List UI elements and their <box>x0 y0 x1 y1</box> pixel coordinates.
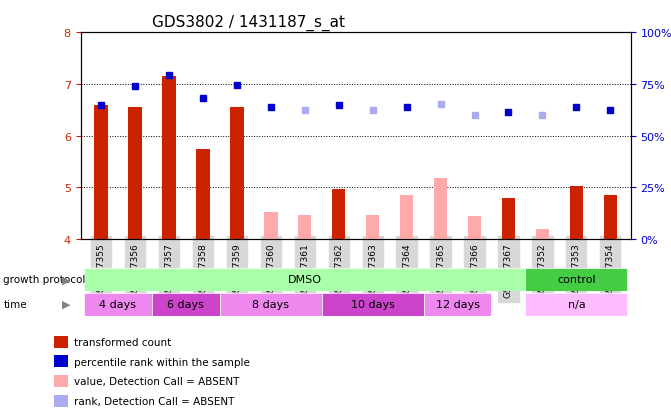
Bar <box>468 216 481 240</box>
FancyBboxPatch shape <box>220 293 321 316</box>
Bar <box>128 108 142 240</box>
Text: control: control <box>557 275 596 285</box>
Bar <box>94 105 107 240</box>
Text: DMSO: DMSO <box>288 275 321 285</box>
Text: n/a: n/a <box>568 299 585 310</box>
Bar <box>162 77 176 240</box>
Bar <box>196 149 209 240</box>
Bar <box>570 187 583 240</box>
Text: GDS3802 / 1431187_s_at: GDS3802 / 1431187_s_at <box>152 14 345 31</box>
FancyBboxPatch shape <box>423 293 491 316</box>
Text: growth protocol: growth protocol <box>3 275 86 285</box>
Bar <box>535 229 550 240</box>
FancyBboxPatch shape <box>321 293 423 316</box>
Text: percentile rank within the sample: percentile rank within the sample <box>74 357 250 367</box>
Text: 8 days: 8 days <box>252 299 289 310</box>
Bar <box>264 213 278 240</box>
Text: 4 days: 4 days <box>99 299 136 310</box>
Bar <box>433 179 448 240</box>
Bar <box>54 356 68 367</box>
Bar <box>54 395 68 406</box>
Text: ▶: ▶ <box>62 275 70 285</box>
Bar <box>298 215 311 240</box>
Text: ▶: ▶ <box>62 299 70 309</box>
Text: 10 days: 10 days <box>351 299 395 310</box>
Text: 6 days: 6 days <box>167 299 204 310</box>
Text: value, Detection Call = ABSENT: value, Detection Call = ABSENT <box>74 376 239 387</box>
FancyBboxPatch shape <box>84 293 152 316</box>
Bar <box>54 336 68 348</box>
Text: transformed count: transformed count <box>74 337 171 347</box>
Text: time: time <box>3 299 27 309</box>
FancyBboxPatch shape <box>84 268 525 291</box>
Bar <box>54 375 68 387</box>
FancyBboxPatch shape <box>525 293 627 316</box>
Text: rank, Detection Call = ABSENT: rank, Detection Call = ABSENT <box>74 396 234 406</box>
Text: 12 days: 12 days <box>435 299 480 310</box>
Bar <box>604 196 617 240</box>
FancyBboxPatch shape <box>152 293 220 316</box>
Bar <box>502 198 515 240</box>
Bar <box>332 190 346 240</box>
Bar <box>230 108 244 240</box>
Bar <box>400 196 413 240</box>
FancyBboxPatch shape <box>525 268 627 291</box>
Bar <box>366 215 379 240</box>
